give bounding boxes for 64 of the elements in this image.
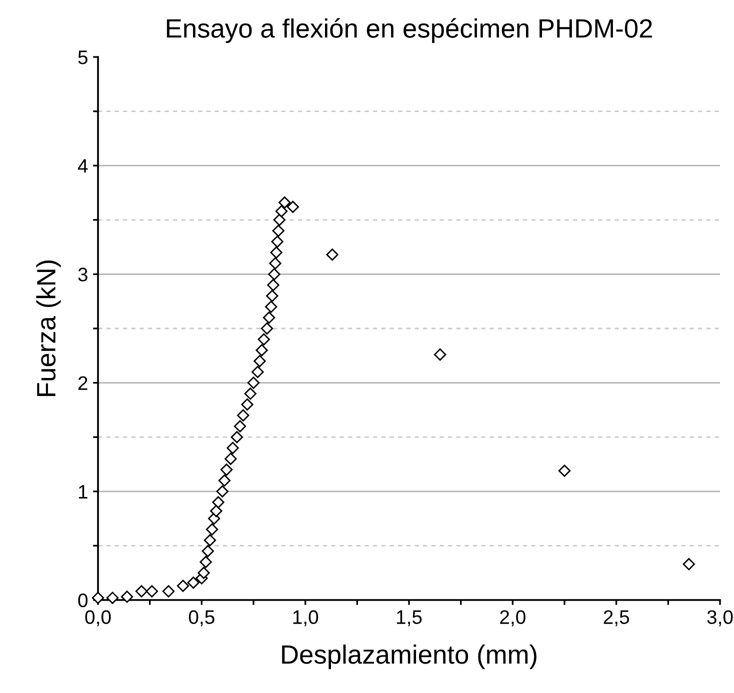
- point: [241, 398, 254, 411]
- point: [224, 452, 237, 465]
- point: [210, 504, 222, 518]
- point: [258, 333, 270, 346]
- point: [247, 376, 260, 389]
- x-tick-label: 2,5: [604, 610, 630, 626]
- point: [273, 214, 286, 226]
- point: [204, 534, 216, 546]
- point: [176, 580, 190, 592]
- point: [237, 409, 250, 422]
- y-tick-label: 4: [78, 159, 88, 173]
- point: [220, 464, 233, 476]
- x-tick-label: 1,5: [396, 610, 422, 626]
- y-axis-title: Fuerza (kN): [36, 260, 61, 396]
- point: [212, 496, 224, 508]
- point: [254, 354, 266, 368]
- point: [271, 236, 284, 248]
- point: [558, 464, 571, 477]
- point: [286, 200, 299, 213]
- point: [226, 442, 239, 454]
- y-tick-label: 5: [78, 50, 88, 64]
- x-axis-title: Desplazamiento (mm): [282, 644, 536, 670]
- point: [200, 556, 212, 568]
- point: [146, 585, 158, 598]
- y-tick-label: 0: [78, 593, 88, 608]
- point: [162, 585, 175, 598]
- point: [268, 268, 280, 280]
- point: [256, 344, 268, 356]
- point: [120, 590, 134, 603]
- point: [434, 348, 446, 361]
- point: [262, 312, 276, 324]
- point: [265, 300, 278, 313]
- point: [230, 431, 244, 444]
- point: [106, 592, 119, 604]
- chart-title: Ensayo a flexión en espécimen PHDM-02: [166, 18, 652, 44]
- point: [216, 485, 228, 498]
- x-tick-label: 0,0: [85, 610, 111, 626]
- point: [135, 585, 148, 598]
- point: [278, 196, 291, 209]
- point: [326, 248, 338, 261]
- point: [218, 474, 231, 487]
- x-tick-label: 3,0: [707, 610, 733, 626]
- point: [234, 420, 246, 432]
- point: [187, 576, 200, 589]
- x-tick-label: 1,0: [293, 610, 318, 626]
- x-tick-label: 2,0: [500, 610, 526, 626]
- x-tick-label: 0,5: [188, 610, 214, 626]
- point: [206, 523, 218, 536]
- point: [92, 592, 104, 604]
- point: [202, 545, 214, 558]
- y-tick-label: 1: [78, 485, 88, 498]
- point: [272, 224, 284, 237]
- point: [267, 278, 280, 292]
- point: [682, 558, 695, 570]
- point: [269, 257, 282, 270]
- point: [198, 566, 210, 579]
- point: [270, 246, 282, 259]
- y-tick-label: 2: [78, 376, 88, 390]
- y-tick-label: 3: [78, 268, 88, 282]
- point: [260, 322, 274, 335]
- point: [244, 388, 256, 400]
- point: [275, 205, 288, 218]
- point: [266, 290, 278, 302]
- point: [252, 366, 264, 378]
